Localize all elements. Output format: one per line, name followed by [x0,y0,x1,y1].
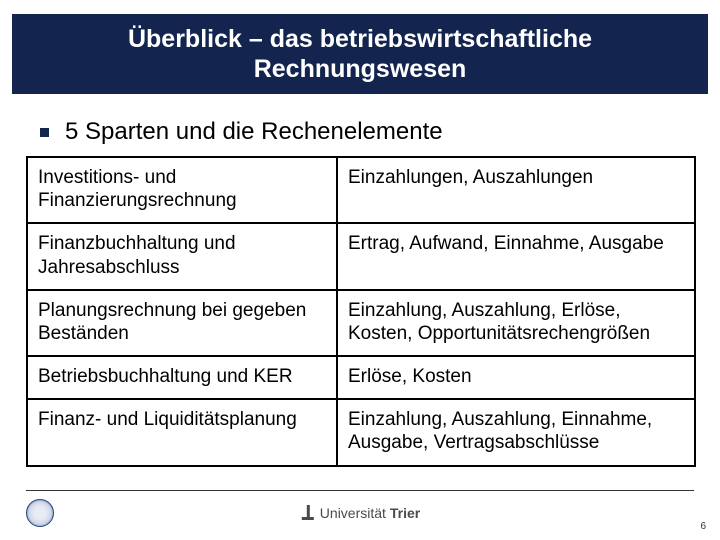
sparten-table-body: Investitions- und FinanzierungsrechnungE… [27,157,695,466]
sparten-table: Investitions- und FinanzierungsrechnungE… [26,156,696,467]
table-cell-left: Finanzbuchhaltung und Jahresabschluss [27,223,337,289]
table-row: Planungsrechnung bei gegeben BeständenEi… [27,290,695,356]
table-cell-right: Einzahlung, Auszahlung, Erlöse, Kosten, … [337,290,695,356]
university-mark-icon [300,505,315,521]
slide: Überblick – das betriebswirtschaftliche … [0,0,720,540]
bullet-icon [40,128,49,137]
page-number: 6 [700,521,706,532]
footer: Universität Trier [26,490,694,528]
table-cell-left: Finanz- und Liquiditätsplanung [27,399,337,465]
table-cell-left: Betriebsbuchhaltung und KER [27,356,337,399]
university-logo: Universität Trier [300,505,420,521]
table-cell-right: Ertrag, Aufwand, Einnahme, Ausgabe [337,223,695,289]
subtitle-text: 5 Sparten und die Rechenelemente [65,118,443,146]
table-cell-left: Planungsrechnung bei gegeben Beständen [27,290,337,356]
table-cell-left: Investitions- und Finanzierungsrechnung [27,157,337,223]
table-row: Investitions- und FinanzierungsrechnungE… [27,157,695,223]
subtitle-row: 5 Sparten und die Rechenelemente [40,118,680,146]
table-cell-right: Erlöse, Kosten [337,356,695,399]
university-prefix: Universität [320,505,386,521]
title-bar: Überblick – das betriebswirtschaftliche … [12,14,708,94]
table-cell-right: Einzahlung, Auszahlung, Einnahme, Ausgab… [337,399,695,465]
university-name: Trier [390,505,420,521]
table-cell-right: Einzahlungen, Auszahlungen [337,157,695,223]
table-row: Finanzbuchhaltung und JahresabschlussErt… [27,223,695,289]
university-seal-icon [26,499,54,527]
table-row: Finanz- und LiquiditätsplanungEinzahlung… [27,399,695,465]
slide-title: Überblick – das betriebswirtschaftliche … [32,24,688,84]
university-text: Universität Trier [320,505,420,521]
table-row: Betriebsbuchhaltung und KERErlöse, Koste… [27,356,695,399]
